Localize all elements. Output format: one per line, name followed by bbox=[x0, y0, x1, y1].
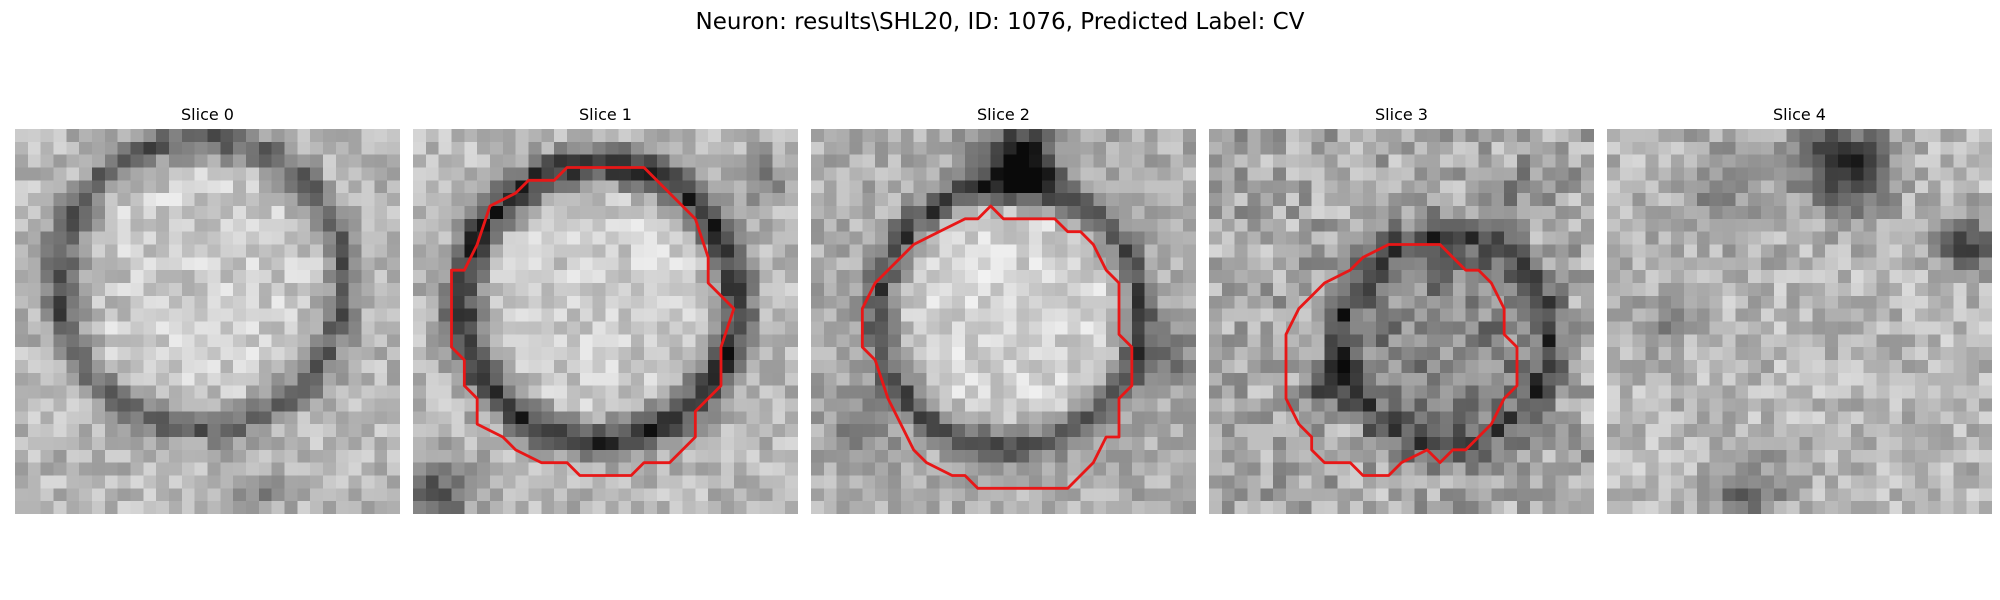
slice-title: Slice 0 bbox=[181, 105, 234, 124]
slice-panel-4: Slice 4 bbox=[1607, 104, 1992, 514]
slice-image bbox=[811, 129, 1196, 514]
segmentation-outline bbox=[450, 166, 736, 477]
slice-title: Slice 2 bbox=[977, 105, 1030, 124]
slice-title: Slice 1 bbox=[579, 105, 632, 124]
slice-image bbox=[15, 129, 400, 514]
slice-panel-1: Slice 1 bbox=[413, 104, 798, 514]
slice-panel-0: Slice 0 bbox=[15, 104, 400, 514]
segmentation-outline bbox=[860, 204, 1134, 490]
slice-title: Slice 4 bbox=[1773, 105, 1826, 124]
slice-image bbox=[413, 129, 798, 514]
slice-panel-2: Slice 2 bbox=[811, 104, 1196, 514]
slice-panel-3: Slice 3 bbox=[1209, 104, 1594, 514]
slice-title: Slice 3 bbox=[1375, 105, 1428, 124]
slice-image bbox=[1209, 129, 1594, 514]
slice-image bbox=[1607, 129, 1992, 514]
figure-title: Neuron: results\SHL20, ID: 1076, Predict… bbox=[695, 9, 1305, 35]
segmentation-outline bbox=[1284, 243, 1519, 477]
